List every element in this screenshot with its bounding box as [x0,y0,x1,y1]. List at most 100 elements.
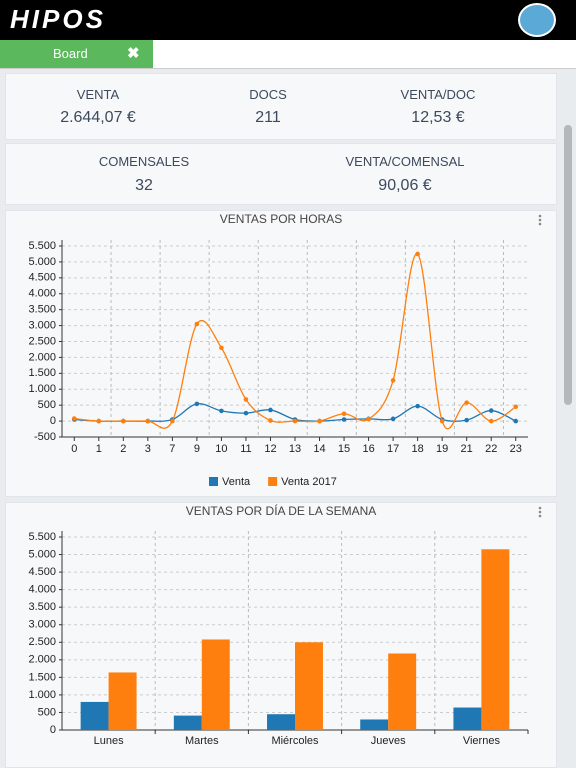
data-point [194,401,200,407]
y-tick-label: 5.500 [28,240,56,252]
bar [453,707,482,730]
data-point [292,418,298,424]
y-tick-label: 500 [38,399,56,411]
scrollbar[interactable] [564,125,572,405]
legend-swatch [268,477,278,486]
y-tick-label: -500 [34,431,56,443]
data-point [464,400,469,405]
data-point [488,418,494,424]
data-point [415,403,420,409]
bar [108,672,137,730]
legend-label: Venta 2017 [281,476,337,488]
y-tick-label: 1.000 [28,383,56,395]
x-tick-label: 15 [338,443,350,455]
x-tick-label: 21 [461,443,473,455]
x-tick-label: 18 [412,443,424,455]
data-point [170,418,175,424]
data-point [71,416,77,421]
x-tick-label: 3 [145,443,151,455]
bar [295,642,323,730]
bar [173,715,202,730]
y-tick-label: 4.500 [28,272,56,284]
kpi-value: 12,53 € [411,109,465,126]
y-tick-label: 2.000 [28,654,56,666]
data-point [243,397,249,402]
y-tick-label: 5.500 [28,531,56,543]
data-point [121,418,126,424]
x-tick-label: 14 [313,443,325,455]
kpi-label: VENTA/DOC [400,87,476,102]
x-tick-label: 7 [169,443,175,455]
y-tick-label: 4.000 [28,288,56,300]
legend-label: Venta [222,476,251,488]
x-tick-label: Lunes [94,735,124,747]
bar [388,653,417,730]
y-tick-label: 4.000 [28,584,56,596]
x-tick-label: Miércoles [271,735,319,747]
kpi-label: VENTA/COMENSAL [345,154,465,169]
logo[interactable]: HIPOS [10,4,106,34]
data-point [464,417,469,423]
kpi-value: 2.644,07 € [60,109,136,126]
menu-dot[interactable] [538,506,542,510]
data-point [317,418,322,424]
kpi-value: 211 [255,109,281,126]
menu-dot[interactable] [538,222,542,226]
y-tick-label: 1.500 [28,367,56,379]
kpi-label: DOCS [249,87,287,102]
x-tick-label: Jueves [371,735,406,747]
x-tick-label: 17 [387,443,399,455]
tab[interactable]: Board ✖ [0,40,153,68]
x-tick-label: 1 [96,443,102,455]
y-tick-label: 2.000 [28,351,56,363]
data-point [415,251,420,257]
x-tick-label: 2 [120,443,126,455]
x-tick-label: 9 [194,443,200,455]
data-point [390,416,396,422]
chart: VENTAS POR DÍA DE LA SEMANA 0 500 1.000 1.50… [28,503,542,747]
data-point [96,418,102,424]
menu-dot[interactable] [538,510,542,514]
kpi-value: 32 [135,177,153,194]
menu-dot[interactable] [538,514,542,518]
y-tick-label: 2.500 [28,636,56,648]
menu-dot[interactable] [538,218,542,222]
y-tick-label: 2.500 [28,335,56,347]
header [0,0,576,40]
x-tick-label: 13 [289,443,301,455]
menu-dot[interactable] [538,214,542,218]
data-point [513,404,519,410]
data-point [341,417,347,422]
y-tick-label: 0 [50,724,56,736]
y-tick-label: 0 [50,415,56,427]
y-tick-label: 1.000 [28,689,56,701]
y-tick-label: 500 [38,706,56,718]
chart-title: VENTAS POR DÍA DE LA SEMANA [186,503,377,518]
tab-close[interactable]: ✖ [127,45,140,62]
chart-card [5,210,557,497]
chart: VENTAS POR HORAS -500 0 500 1.000 1.500 2.000 2… [28,212,542,488]
user-avatar[interactable] [518,3,556,37]
data-point [341,411,347,417]
bar [267,714,295,730]
y-tick-label: 3.500 [28,601,56,613]
data-point [488,408,494,413]
chart-title: VENTAS POR HORAS [220,212,342,226]
y-tick-label: 3.500 [28,304,56,316]
data-point [439,418,445,424]
kpi-label: COMENSALES [98,154,190,169]
x-tick-label: 12 [264,443,276,455]
y-tick-label: 1.500 [28,671,56,683]
x-tick-label: 10 [215,443,227,455]
data-point [366,416,371,422]
kpi-card [5,143,557,205]
x-tick-label: 16 [362,443,374,455]
bar [360,719,389,730]
kpi-card [5,73,557,140]
x-tick-label: Viernes [463,735,501,747]
data-point [268,407,273,413]
data-point [513,418,519,424]
x-tick-label: 19 [436,443,448,455]
y-tick-label: 4.500 [28,566,56,578]
